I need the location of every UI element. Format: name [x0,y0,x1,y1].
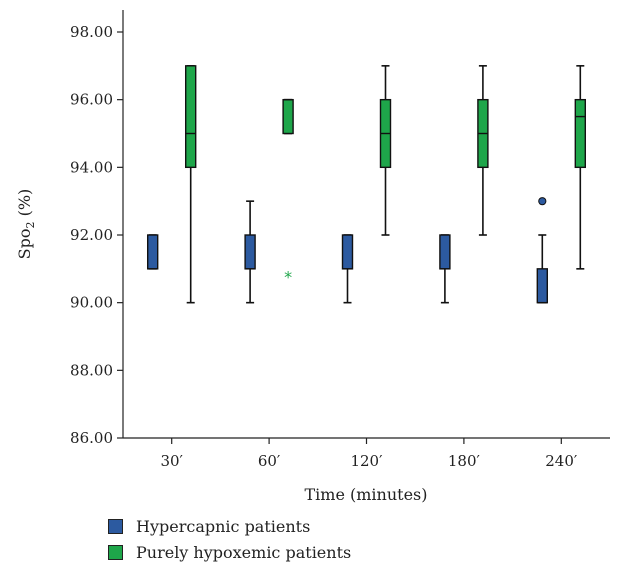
box-body [574,98,586,169]
box-hypercapnic-0 [146,234,159,270]
y-axis-label: Spo2 (%) [15,189,37,260]
box-hypoxemic-1: * [282,98,294,287]
y-tick-label: 98.00 [70,23,113,41]
extreme-point: * [284,268,292,287]
outlier-point [538,197,547,206]
y-tick-label: 86.00 [70,429,113,447]
y-axis-label-main: Spo [15,228,34,259]
legend-item-hypoxemic: Purely hypoxemic patients [108,539,351,565]
box-body [184,65,197,169]
x-ticks: 30′ 60′ 120′ 180′ 240′ [160,438,578,470]
box-body [244,234,256,270]
box-hypoxemic-3 [477,65,489,236]
box-hypercapnic-4 [536,197,548,304]
boxes: * [146,65,586,304]
legend-swatch-hypoxemic [108,544,123,560]
box-body [341,234,354,270]
box-hypoxemic-4 [574,65,586,270]
box-body [439,234,451,270]
y-tick-label: 90.00 [70,294,113,312]
x-axis-label: Time (minutes) [304,485,427,504]
y-axis-label-unit: (%) [15,189,34,222]
y-axis-label-subscript: 2 [24,221,37,228]
box-hypoxemic-2 [379,65,392,236]
box-hypercapnic-2 [341,234,354,304]
box-body [282,98,294,135]
box-hypoxemic-0 [184,65,197,304]
legend-label-hypoxemic: Purely hypoxemic patients [136,542,352,562]
x-tick-label: 30′ [160,452,183,470]
legend-label-hypercapnic: Hypercapnic patients [136,516,311,536]
legend: Hypercapnic patients Purely hypoxemic pa… [108,513,351,565]
box-body [536,268,548,304]
x-tick-label: 180′ [448,452,481,470]
y-tick-label: 96.00 [70,91,113,109]
box-body [146,234,159,270]
box-hypercapnic-3 [439,234,451,304]
legend-item-hypercapnic: Hypercapnic patients [108,513,351,539]
y-tick-label: 88.00 [70,361,113,379]
box-hypercapnic-1 [244,200,256,304]
y-tick-label: 94.00 [70,158,113,176]
x-tick-label: 60′ [258,452,281,470]
box-plot-chart: 86.00 88.00 90.00 92.00 94.00 96.00 98.00 30′ 6… [15,10,610,504]
x-tick-label: 120′ [350,452,383,470]
legend-swatch-hypercapnic [108,518,123,534]
y-tick-label: 92.00 [70,226,113,244]
y-ticks: 86.00 88.00 90.00 92.00 94.00 96.00 98.00 [70,23,123,447]
x-tick-label: 240′ [545,452,578,470]
